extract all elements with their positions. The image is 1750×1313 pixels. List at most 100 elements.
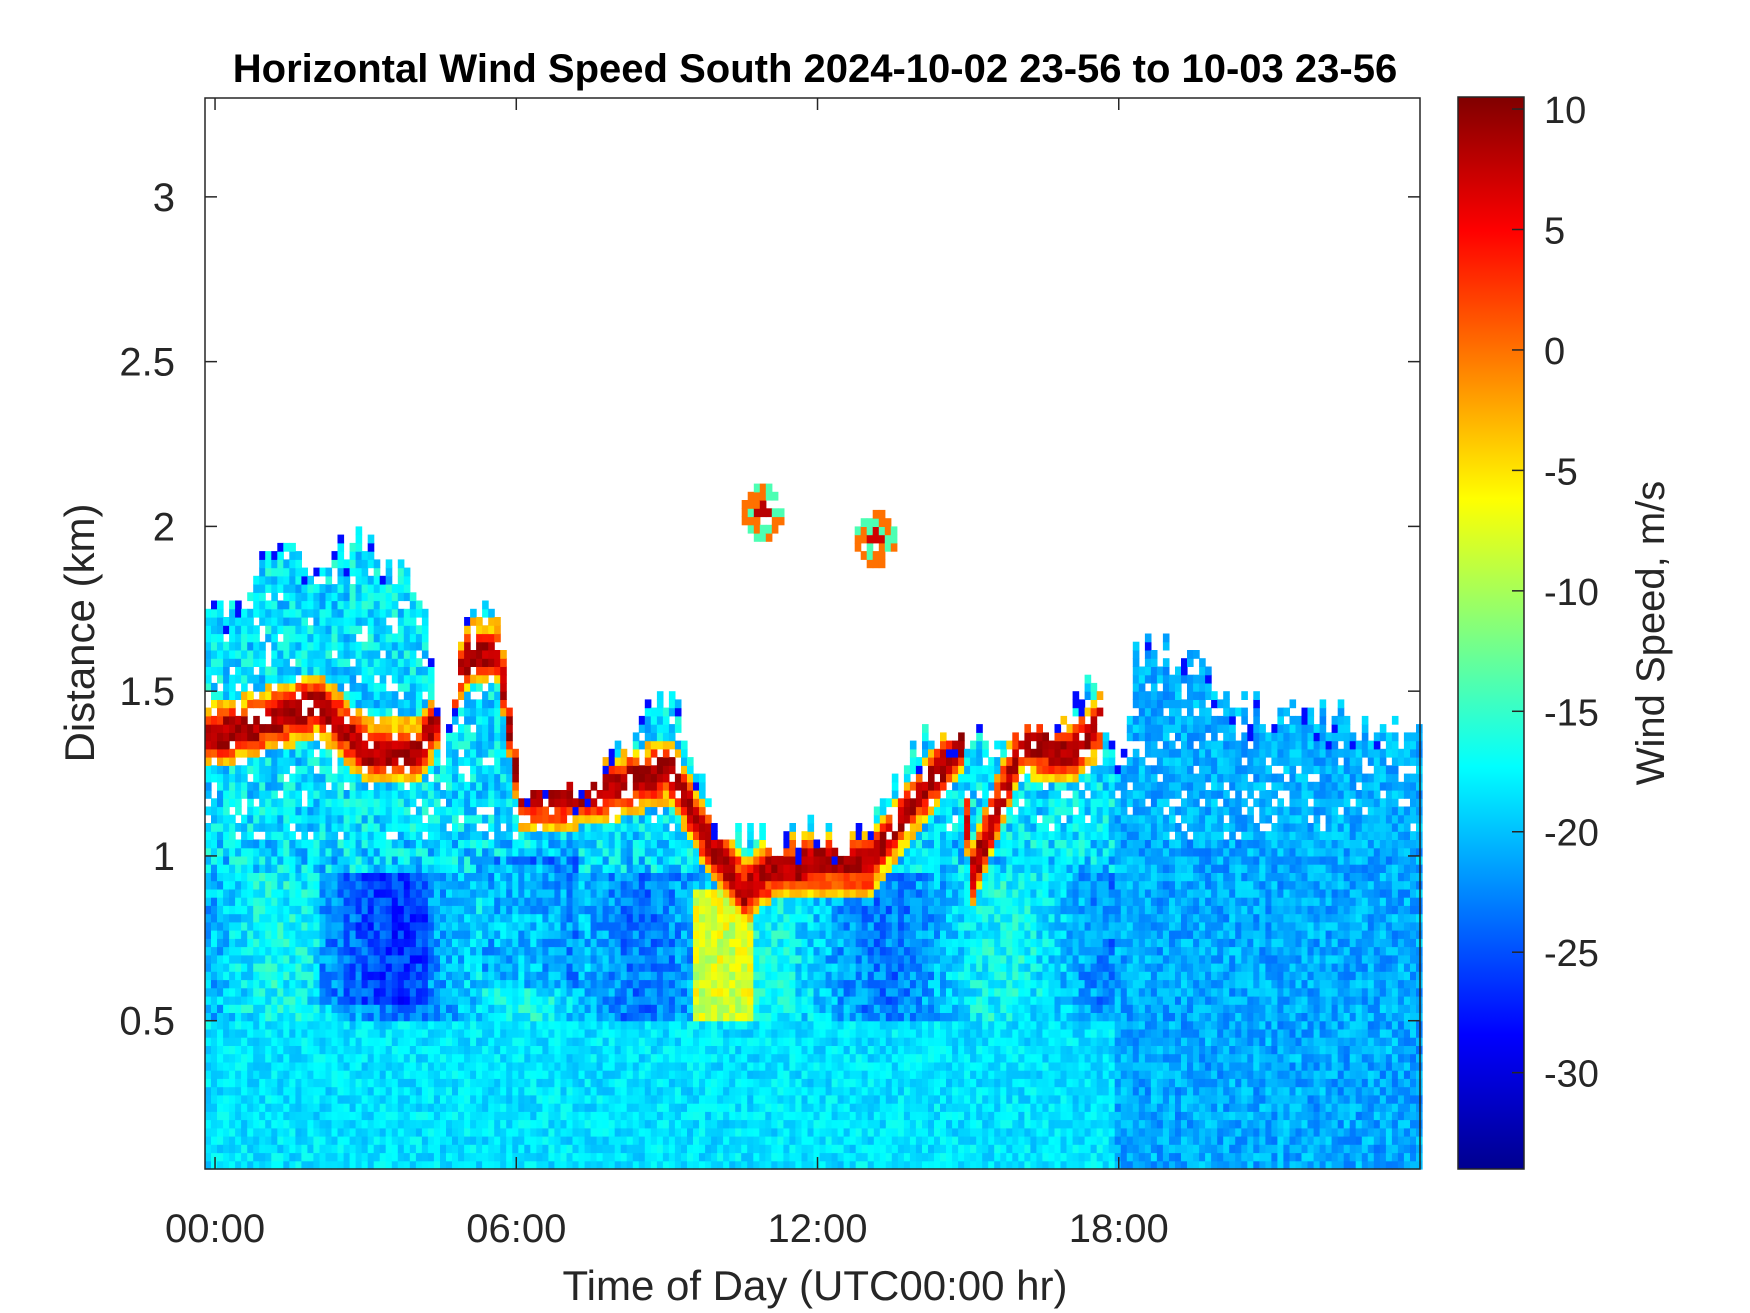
heatmap-cell [572,1127,580,1137]
heatmap-cell [331,715,339,725]
heatmap-cell [693,781,700,791]
heatmap-cell [584,831,592,840]
heatmap-cell [229,930,236,939]
heatmap-cell [391,757,399,766]
heatmap-cell [343,806,351,816]
heatmap-cell [632,979,640,989]
heatmap-cell [687,1152,694,1162]
heatmap-cell [650,1152,658,1162]
heatmap-cell [548,905,555,915]
heatmap-cell [614,971,622,981]
heatmap-cell [205,963,212,972]
heatmap-cell [608,831,616,840]
heatmap-cell [500,1070,507,1079]
heatmap-cell [343,748,351,758]
heatmap-cell [409,1119,417,1129]
heatmap-cell [295,897,302,906]
heatmap-cell [343,617,351,626]
heatmap-cell [241,938,248,948]
heatmap-cell [253,872,260,882]
heatmap-cell [379,847,387,857]
heatmap-cell [464,1136,471,1145]
heatmap-cell [313,806,320,816]
heatmap-cell [681,905,688,915]
heatmap-cell [259,1136,266,1145]
heatmap-cell [693,814,700,824]
heatmap-cell [530,831,537,840]
heatmap-cell [464,831,471,840]
heatmap-cell [626,954,634,964]
heatmap-cell [403,971,411,981]
heatmap-cell [687,913,694,923]
heatmap-cell [668,781,676,791]
heatmap-cell [367,855,375,865]
heatmap-cell [313,996,320,1005]
heatmap-cell [452,1136,459,1145]
heatmap-cell [373,748,381,758]
heatmap-cell [602,1053,610,1063]
heatmap-cell [470,1094,477,1104]
heatmap-cell [361,946,369,956]
heatmap-cell [391,855,399,865]
heatmap-cell [265,600,272,610]
heatmap-cell [337,691,345,700]
heatmap-cell [687,987,694,997]
heatmap-cell [494,707,501,717]
heatmap-cell [518,1111,525,1121]
heatmap-cell [518,1045,525,1055]
heatmap-cell [229,674,236,684]
heatmap-cell [295,913,302,923]
heatmap-cell [644,748,652,758]
heatmap-cell [656,1004,664,1013]
heatmap-cell [259,781,266,791]
heatmap-cell [253,806,260,816]
heatmap-cell [361,674,369,684]
heatmap-cell [397,584,405,593]
heatmap-cell [337,1160,345,1170]
heatmap-cell [307,1012,314,1022]
heatmap-cell [223,790,230,799]
heatmap-cell [578,831,586,840]
heatmap-cell [283,1020,290,1030]
heatmap-cell [656,757,664,766]
heatmap-cell [313,1094,320,1104]
heatmap-cell [331,938,339,948]
heatmap-cell [313,600,320,610]
heatmap-cell [518,913,525,923]
heatmap-cell [488,930,495,939]
heatmap-cell [283,1094,290,1104]
heatmap-cell [488,1012,495,1022]
heatmap-cell [470,608,477,618]
heatmap-cell [632,913,640,923]
heatmap-cell [313,1020,320,1030]
heatmap-cell [681,1012,688,1022]
heatmap-cell [458,724,465,733]
heatmap-cell [367,575,375,585]
heatmap-cell [283,575,290,585]
heatmap-cell [229,715,236,725]
heatmap-cell [705,1053,712,1063]
heatmap-cell [289,1053,296,1063]
heatmap-cell [500,872,507,882]
heatmap-cell [247,732,254,742]
heatmap-cell [307,1086,314,1096]
heatmap-cell [427,1004,435,1013]
heatmap-cell [265,847,272,857]
heatmap-cell [440,987,447,997]
heatmap-cell [470,757,477,766]
heatmap-cell [464,855,471,865]
heatmap-cell [433,938,441,948]
heatmap-cell [668,839,676,849]
heatmap-cell [620,1028,628,1038]
heatmap-cell [578,888,586,898]
heatmap-cell [427,691,435,700]
heatmap-cell [367,1061,375,1071]
heatmap-cell [524,946,531,956]
heatmap-cell [482,740,489,750]
heatmap-cell [349,732,357,742]
heatmap-cell [590,905,598,915]
heatmap-cell [325,987,333,997]
heatmap-cell [325,567,333,577]
heatmap-cell [638,765,646,775]
heatmap-cell [548,1111,555,1121]
